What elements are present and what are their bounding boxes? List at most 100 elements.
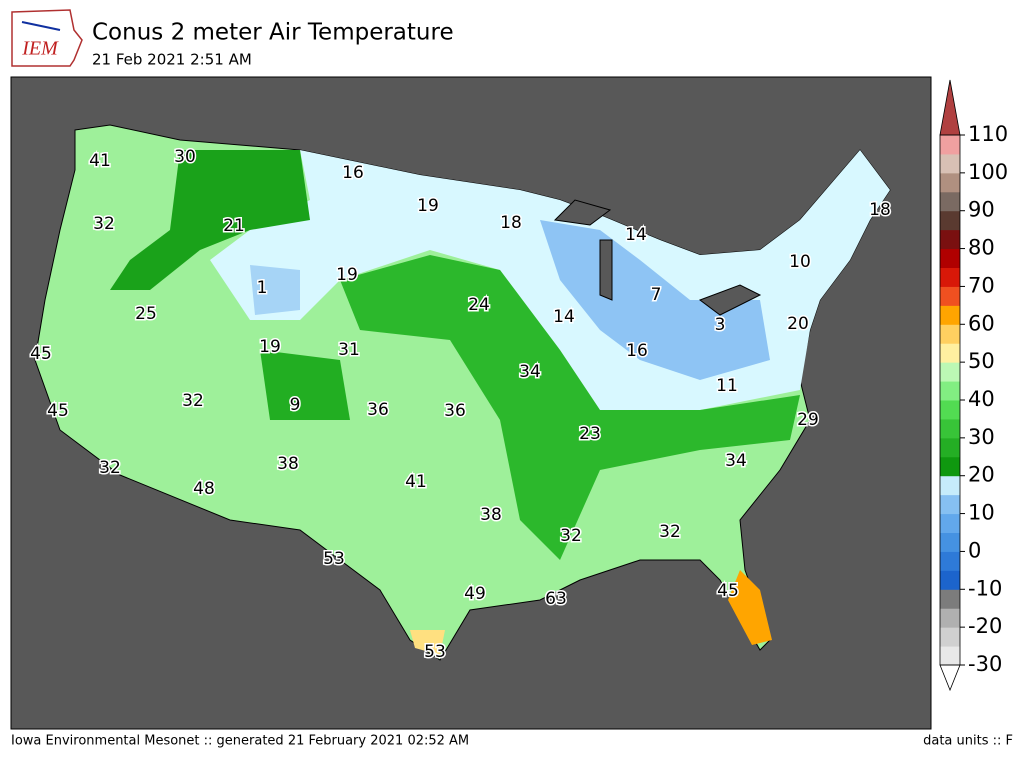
value-label: 34 (725, 451, 747, 471)
colorbar-band (940, 627, 960, 647)
value-label: 18 (500, 213, 522, 233)
warm-band (340, 255, 800, 560)
hot-region (410, 630, 445, 655)
colorbar-band (940, 589, 960, 609)
colorbar: -30 -20 -10 0 10 20 30 40 50 60 70 80 90 100 110 (939, 79, 1008, 692)
colorbar-tick-label: 90 (968, 198, 995, 222)
value-label: 49 (464, 584, 486, 604)
value-label: 38 (277, 454, 299, 474)
logo-mark (21, 21, 61, 31)
value-label: 32 (99, 458, 121, 478)
colorbar-band (940, 646, 960, 666)
lake (698, 284, 762, 316)
value-label: 36 (444, 401, 466, 421)
logo-text: IEM (21, 38, 59, 60)
value-label: 25 (135, 304, 157, 324)
colorbar-tick-label: 30 (968, 425, 995, 449)
colorbar-band (940, 172, 960, 193)
colorbar-tick-label: 100 (968, 160, 1008, 184)
value-label: 63 (545, 589, 567, 609)
colorbar-tick-label: 40 (968, 387, 995, 411)
value-label: 48 (193, 479, 215, 499)
colorbar-band (940, 248, 960, 268)
title: Conus 2 meter Air Temperature (92, 20, 454, 46)
colorbar-band (940, 494, 960, 515)
value-label: 20 (787, 314, 809, 334)
warm-band (110, 150, 310, 290)
value-label: 14 (553, 307, 575, 327)
value-label: 19 (417, 196, 439, 216)
colorbar-tick-label: 10 (968, 501, 995, 525)
value-label: 3 (715, 315, 726, 335)
colorbar-tick-label: 80 (968, 236, 995, 260)
colorbar-band (940, 475, 960, 496)
value-label: 41 (405, 472, 427, 492)
value-label: 18 (869, 200, 891, 220)
colorbar-band (940, 362, 960, 382)
value-label: 53 (323, 549, 345, 569)
value-label: 23 (579, 424, 601, 444)
value-label: 19 (259, 337, 281, 357)
value-label: 24 (468, 295, 490, 315)
colorbar-band (940, 456, 960, 477)
footer-right: data units :: F (923, 734, 1013, 749)
value-label: 41 (89, 151, 111, 171)
value-labels: 41 30 16 19 18 14 18 32 21 19 1 10 25 24 14 7 3 20 45 19 31 1… (29, 146, 893, 664)
value-label: 16 (626, 341, 648, 361)
value-label: 11 (716, 376, 738, 396)
lake (553, 199, 612, 226)
value-label: 38 (480, 505, 502, 525)
value-label: 16 (342, 163, 364, 183)
value-label: 45 (717, 581, 739, 601)
colorbar-tick-label: -20 (968, 614, 1002, 638)
colorbar-tick-label: 50 (968, 349, 995, 373)
colorbar-tick-label: -30 (968, 652, 1002, 676)
coldest-region (540, 220, 770, 380)
colorbar-tick-label: 110 (968, 122, 1008, 146)
colorbar-band (940, 400, 960, 420)
value-label: 32 (560, 526, 582, 546)
value-label: 45 (47, 401, 69, 421)
value-label: 32 (182, 391, 204, 411)
colorbar-tick-label: 70 (968, 273, 995, 297)
lake (599, 239, 613, 301)
colorbar-band (940, 153, 960, 174)
value-label: 34 (519, 362, 541, 382)
colorbar-band (940, 267, 960, 287)
value-label: 1 (257, 278, 268, 298)
warm-band (260, 350, 350, 420)
value-label: 19 (336, 265, 358, 285)
value-label: 32 (93, 214, 115, 234)
colorbar-band (940, 210, 960, 231)
colorbar-band (940, 324, 960, 344)
value-label: 21 (223, 216, 245, 236)
value-label: 9 (290, 395, 301, 415)
logo: IEM (11, 9, 83, 67)
value-label: 31 (338, 340, 360, 360)
colorbar-band (940, 135, 960, 155)
colorbar-band (940, 513, 960, 533)
colorbar-band (940, 305, 960, 325)
footer-left: Iowa Environmental Mesonet :: generated … (11, 734, 469, 749)
colorbar-band (940, 191, 960, 212)
value-label: 10 (789, 252, 811, 272)
value-label: 36 (367, 400, 389, 420)
colorbar-band (940, 570, 960, 590)
value-label: 32 (659, 522, 681, 542)
value-label: 53 (424, 642, 446, 662)
map (10, 76, 932, 730)
colorbar-band (940, 437, 960, 458)
colorbar-tick-label: 60 (968, 311, 995, 335)
colorbar-tick-label: 20 (968, 463, 995, 487)
hot-region (728, 570, 772, 645)
value-label: 14 (625, 225, 647, 245)
colorbar-band (940, 608, 960, 628)
colorbar-tick-label: -10 (968, 576, 1002, 600)
value-label: 30 (174, 147, 196, 167)
colorbar-band (940, 532, 960, 552)
subtitle: 21 Feb 2021 2:51 AM (92, 51, 252, 69)
value-label: 45 (30, 344, 52, 364)
colorbar-band (940, 229, 960, 250)
colorbar-band (940, 418, 960, 439)
